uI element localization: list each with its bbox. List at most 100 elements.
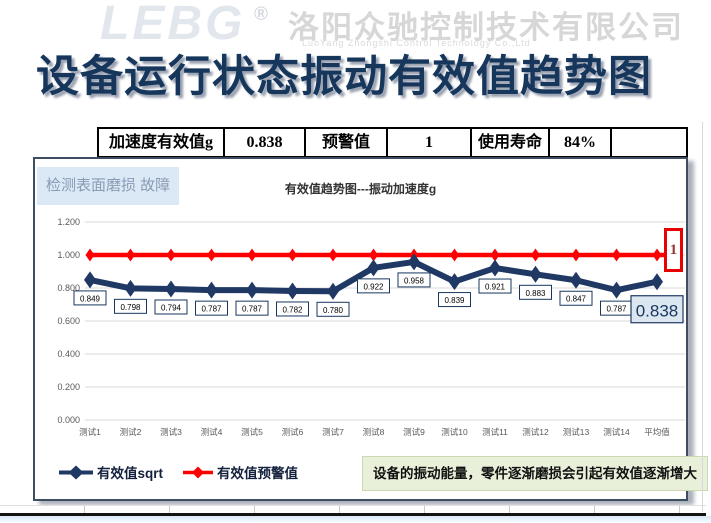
data-label-box <box>235 300 269 316</box>
data-label-box <box>438 292 471 308</box>
warning-marker <box>288 248 297 262</box>
warning-marker <box>571 248 581 262</box>
registered-trademark-icon: ® <box>254 4 268 25</box>
value-marker <box>124 279 137 297</box>
legend-item-warning: 有效值预警值 <box>183 462 298 482</box>
warning-marker <box>207 248 216 262</box>
data-label-box <box>73 290 107 306</box>
data-label-box <box>276 301 309 317</box>
data-label-box <box>154 299 188 315</box>
bottom-divider-line <box>0 513 706 516</box>
data-label-box <box>519 284 552 300</box>
warning-marker <box>166 248 176 262</box>
value-marker <box>570 271 582 289</box>
data-label: 0.798 <box>120 303 141 312</box>
warning-marker <box>85 248 95 262</box>
company-name-english: LuoYang Zhongshi Control Technology Co.,… <box>302 38 531 48</box>
warning-marker <box>652 248 662 262</box>
x-tick-label: 测试11 <box>482 427 508 437</box>
data-label-box <box>559 290 593 306</box>
data-label: 0.782 <box>282 305 303 314</box>
warning-marker <box>531 248 540 262</box>
y-tick-label: 0.600 <box>57 316 80 326</box>
value-marker <box>327 282 339 300</box>
company-logo: LEBG <box>100 0 246 50</box>
data-label-box <box>397 272 431 288</box>
data-label: 0.922 <box>363 282 384 291</box>
y-tick-label: 1.000 <box>57 250 80 260</box>
value-marker <box>165 280 177 298</box>
value-marker <box>489 259 501 277</box>
summary-lifetime-label: 使用寿命 <box>470 127 550 158</box>
data-label: 0.921 <box>485 283 506 292</box>
trend-chart: 1.200 1.000 0.800 0.600 0.400 0.200 0.000 测试1 测试… <box>57 217 685 437</box>
summary-accel-rms-value: 0.838 <box>223 127 306 158</box>
data-label: 0.958 <box>404 276 425 285</box>
x-tick-label: 测试4 <box>201 427 223 437</box>
x-tick-label: 测试5 <box>241 427 263 437</box>
x-tick-label: 测试7 <box>322 427 344 437</box>
value-marker <box>367 259 380 277</box>
x-tick-label: 测试8 <box>363 427 385 437</box>
data-label: 0.787 <box>242 305 263 314</box>
y-tick-label: 0.400 <box>57 349 80 359</box>
x-tick-label: 测试12 <box>522 427 549 437</box>
value-marker <box>651 273 663 291</box>
page-title: 设备运行状态振动有效值趋势图 <box>36 54 652 101</box>
value-marker <box>448 273 461 291</box>
x-tick-label: 测试14 <box>603 427 630 437</box>
legend-item-value: 有效值sqrt <box>59 462 163 482</box>
data-label: 0.839 <box>444 296 465 305</box>
warning-marker <box>612 248 621 262</box>
x-tick-label: 测试13 <box>563 427 590 437</box>
value-marker <box>205 281 218 299</box>
value-series-label: 有效值sqrt <box>97 466 164 481</box>
value-marker <box>408 253 420 271</box>
avg-data-label: 0.838 <box>636 302 679 321</box>
x-tick-label: 测试2 <box>120 427 142 437</box>
bottom-gradient-strip <box>0 516 711 523</box>
summary-accel-rms-label: 加速度有效值g <box>97 127 225 158</box>
data-label-box <box>478 278 512 294</box>
value-marker <box>84 271 96 289</box>
summary-lifetime-value: 84% <box>548 127 612 158</box>
y-tick-label: 0.200 <box>57 382 80 392</box>
value-marker <box>610 281 623 299</box>
data-label: 0.849 <box>80 294 101 303</box>
warning-series-marker-icon <box>183 466 214 478</box>
summary-empty-cell <box>610 127 688 158</box>
x-tick-label: 平均值 <box>644 427 670 437</box>
x-tick-label: 测试3 <box>160 427 182 437</box>
warning-series-label: 有效值预警值 <box>217 466 299 481</box>
fault-status-label: 检测表面磨损 故障 <box>37 167 179 205</box>
chart-legend: 有效值sqrt 有效值预警值 <box>59 462 298 482</box>
data-label: 0.883 <box>525 289 546 298</box>
company-name-watermark: 洛阳众驰控制技术有限公司 <box>288 10 684 45</box>
data-label-box <box>114 298 147 314</box>
analysis-note: 设备的振动能量，零件逐渐磨损会引起有效值逐渐增大 <box>362 456 708 491</box>
x-tick-label: 测试10 <box>441 427 468 437</box>
y-tick-label: 0.000 <box>57 415 80 425</box>
y-tick-label: 1.200 <box>57 217 80 227</box>
value-series-marker-icon <box>59 465 93 479</box>
data-label: 0.787 <box>606 305 627 314</box>
y-tick-label: 0.800 <box>57 283 80 293</box>
data-label: 0.794 <box>161 303 182 312</box>
data-label: 0.780 <box>323 306 344 315</box>
x-tick-label: 测试6 <box>282 427 304 437</box>
value-marker <box>529 265 542 283</box>
spreadsheet-column-line <box>702 122 703 512</box>
value-marker <box>246 281 258 299</box>
data-label-box <box>316 301 350 317</box>
spreadsheet-row-strip <box>0 505 706 513</box>
warning-marker <box>490 248 500 262</box>
chart-panel: 1.200 1.000 0.800 0.600 0.400 0.200 0.000 测试1 测试… <box>33 157 688 501</box>
warning-marker <box>126 248 135 262</box>
data-label: 0.847 <box>566 295 587 304</box>
warning-marker <box>450 248 459 262</box>
data-label-box <box>357 278 390 294</box>
x-tick-label: 测试9 <box>403 427 425 437</box>
summary-warning-value: 1 <box>386 127 472 158</box>
warning-marker <box>369 248 378 262</box>
